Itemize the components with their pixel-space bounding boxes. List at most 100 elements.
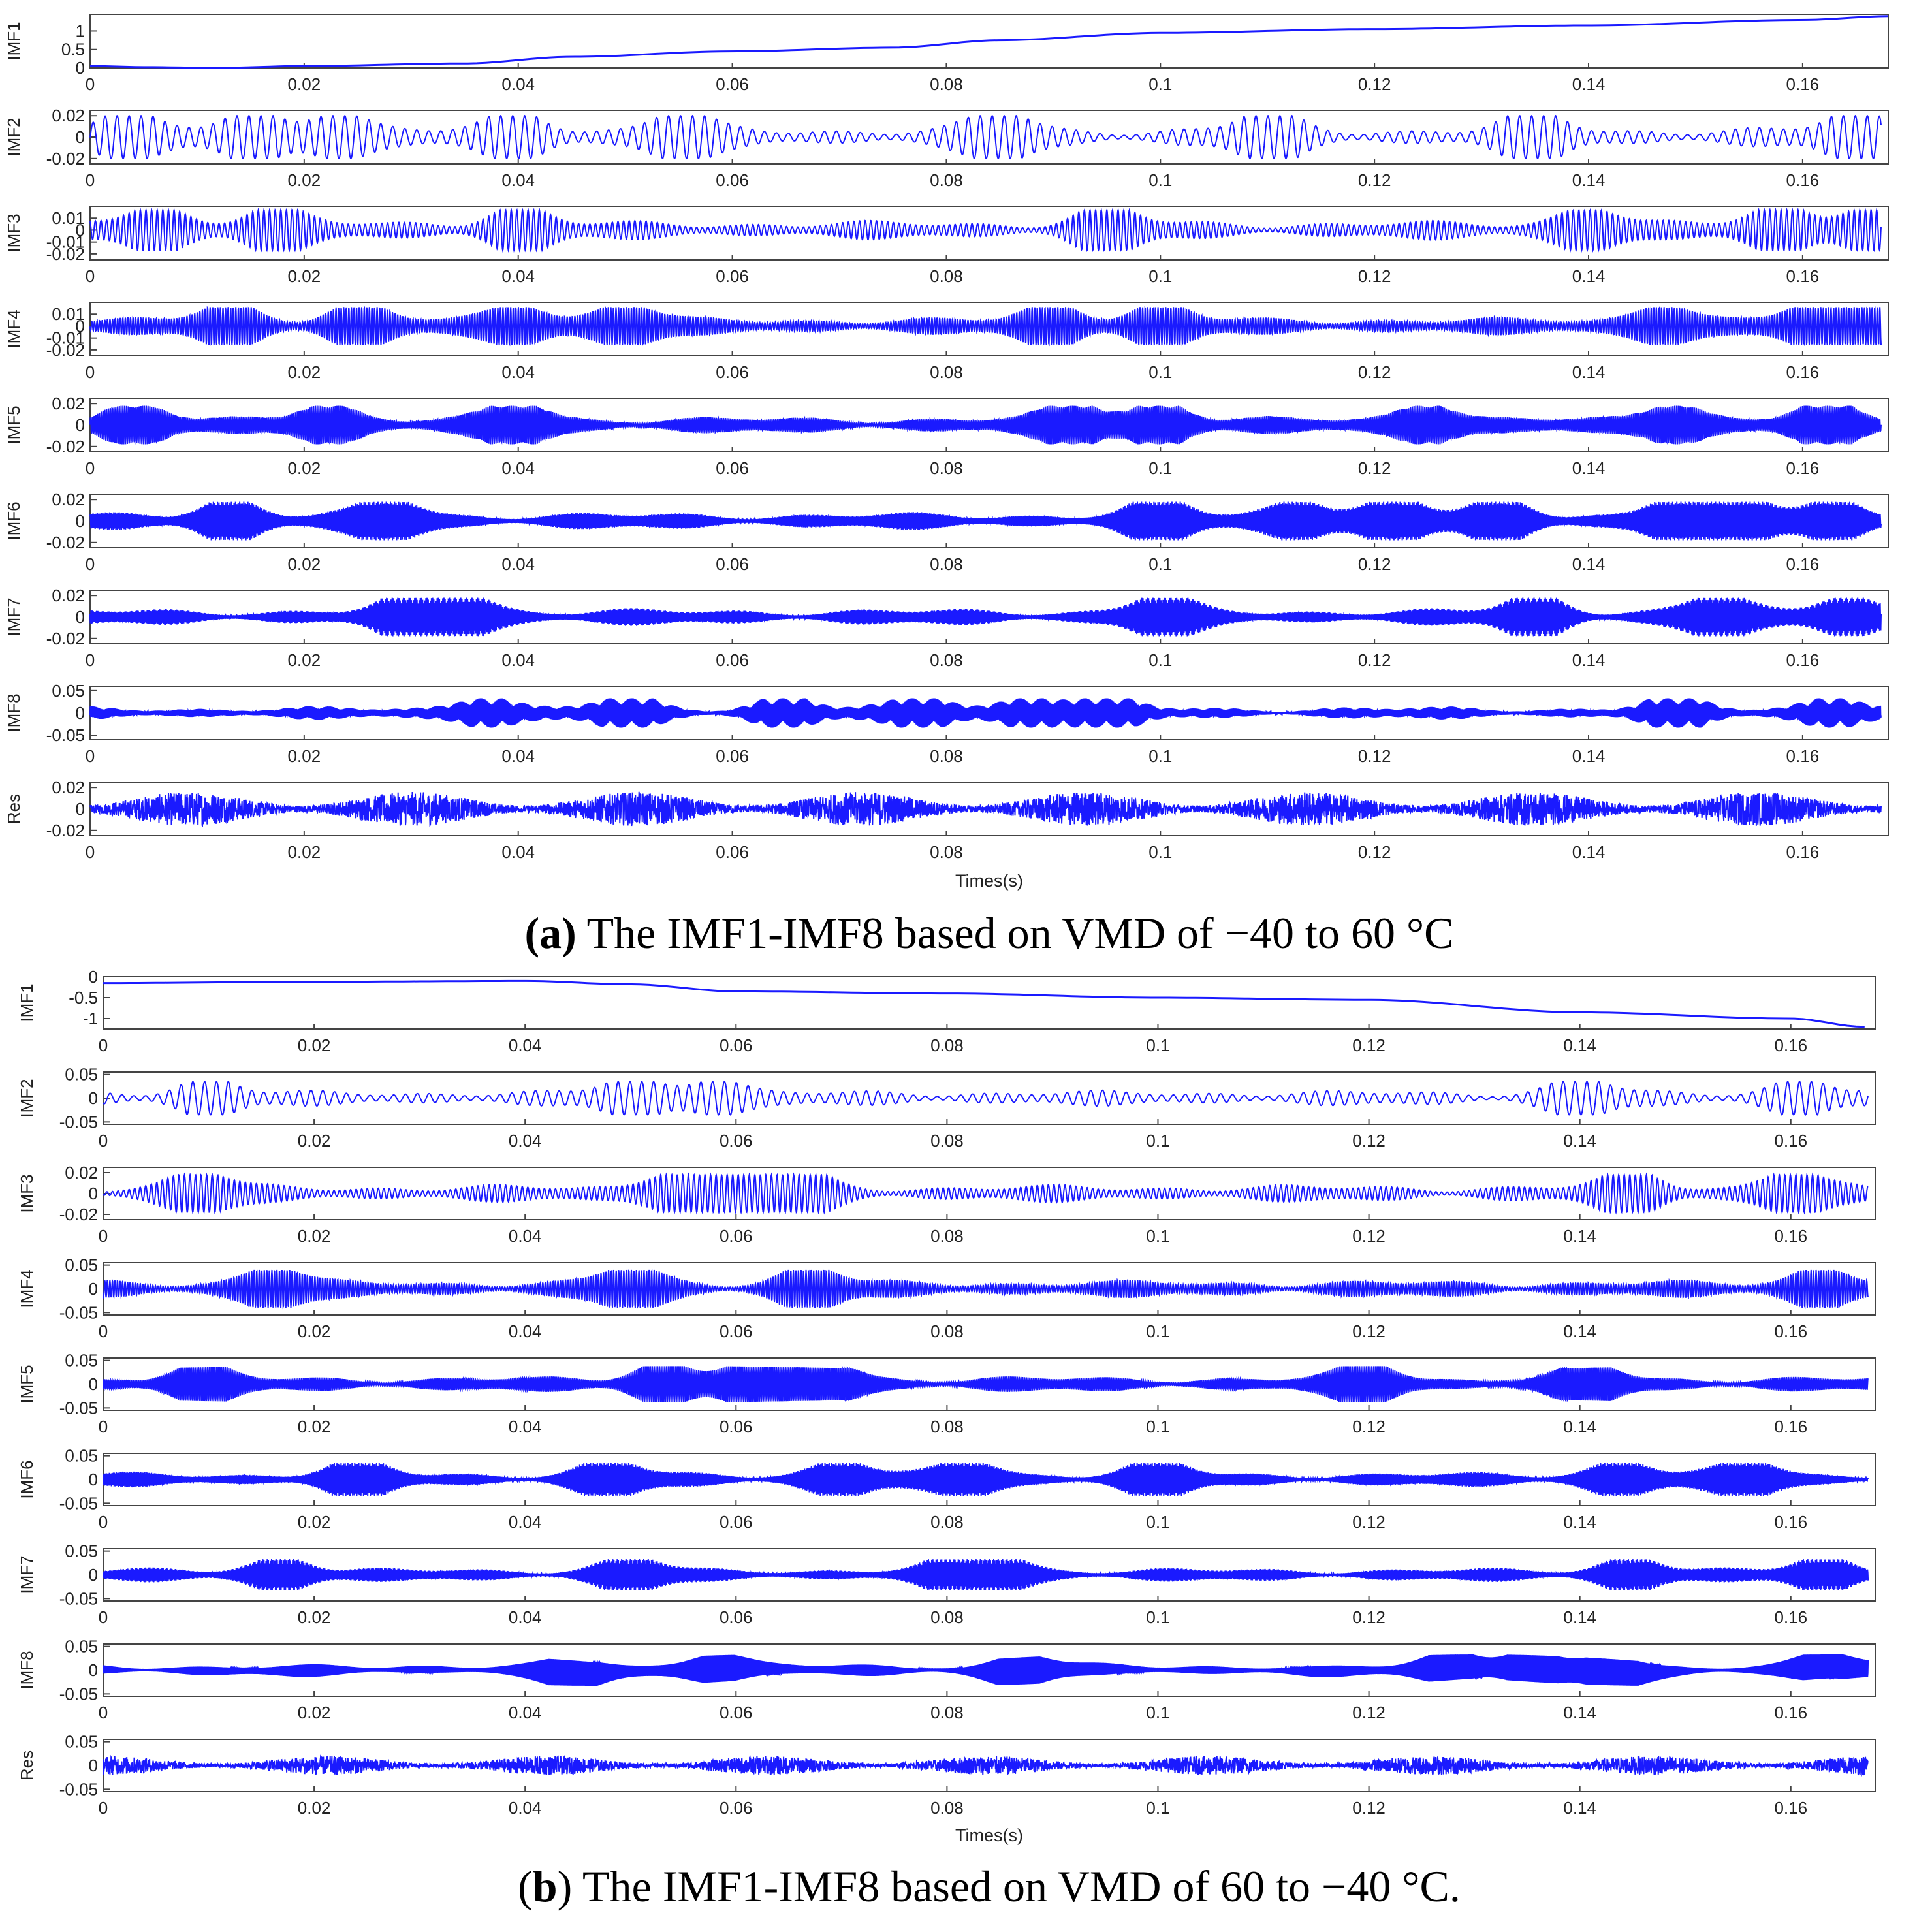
x-tick-label: 0.08 xyxy=(930,170,963,190)
y-tick-label: -0.02 xyxy=(46,244,85,264)
y-tick-label: 0.5 xyxy=(61,40,85,59)
y-axis-label: IMF3 xyxy=(4,214,24,252)
x-tick-label: 0.02 xyxy=(298,1607,331,1627)
y-axis-label: IMF6 xyxy=(4,501,24,540)
x-tick-label: 0.16 xyxy=(1786,458,1820,478)
y-tick-label: 0 xyxy=(76,415,85,435)
x-tick-label: 0.04 xyxy=(501,266,535,286)
y-tick-label: 0 xyxy=(89,1565,98,1585)
x-tick-label: 0 xyxy=(86,458,95,478)
axes-box xyxy=(103,976,1876,1030)
y-tick-label: -0.01 xyxy=(46,328,85,348)
y-tick-label: 0 xyxy=(76,127,85,147)
y-tick-label: -0.5 xyxy=(69,988,98,1007)
x-tick-label: 0.08 xyxy=(930,554,963,574)
x-tick-label: 0.12 xyxy=(1358,170,1391,190)
x-tick-label: 0.08 xyxy=(930,842,963,862)
x-tick-label: 0.04 xyxy=(501,362,535,382)
x-tick-label: 0.12 xyxy=(1352,1321,1386,1341)
y-axis-label: IMF5 xyxy=(17,1365,37,1403)
caption-text: The IMF1-IMF8 based on VMD of −40 to 60 … xyxy=(577,908,1454,958)
x-tick-label: 0.06 xyxy=(720,1798,753,1818)
x-tick-label: 0.12 xyxy=(1358,458,1391,478)
y-axis-label: IMF3 xyxy=(17,1174,37,1212)
x-tick-label: 0.16 xyxy=(1786,74,1820,94)
x-tick-label: 0.06 xyxy=(720,1512,753,1532)
series-line-imf3 xyxy=(103,1172,1869,1215)
x-tick-label: 0.08 xyxy=(930,746,963,766)
x-tick-label: 0.12 xyxy=(1358,362,1391,382)
y-tick-label: -0.05 xyxy=(59,1589,98,1608)
x-tick-label: 0 xyxy=(86,554,95,574)
x-tick-label: 0.14 xyxy=(1572,554,1606,574)
y-tick-label: 0 xyxy=(76,316,85,336)
x-tick-label: 0.14 xyxy=(1563,1226,1596,1246)
y-tick-label: 0.05 xyxy=(65,1065,98,1084)
x-tick-label: 0.08 xyxy=(930,362,963,382)
x-tick-label: 0.16 xyxy=(1774,1417,1807,1436)
x-tick-label: 0.1 xyxy=(1146,1036,1169,1055)
x-tick-label: 0.04 xyxy=(501,746,535,766)
x-tick-label: 0.16 xyxy=(1786,650,1820,670)
x-tick-label: 0.1 xyxy=(1148,266,1172,286)
y-tick-label: 0 xyxy=(76,607,85,627)
x-tick-label: 0.02 xyxy=(288,458,321,478)
x-tick-label: 0.02 xyxy=(288,170,321,190)
series-line-imf5 xyxy=(89,405,1882,445)
y-tick-label: 0 xyxy=(89,1279,98,1299)
x-tick-label: 0 xyxy=(99,1417,108,1436)
series-line-imf8 xyxy=(89,698,1882,728)
y-tick-label: 0.02 xyxy=(52,394,85,413)
y-tick-label: 0.05 xyxy=(52,681,85,701)
x-tick-label: 0.04 xyxy=(501,74,535,94)
x-tick-label: 0.08 xyxy=(930,1226,964,1246)
y-tick-label: 0.02 xyxy=(52,106,85,125)
x-tick-label: 0.14 xyxy=(1572,746,1606,766)
panel-imf1: IMF1 10.500 0.02 0.04 0.06 0.08 0.1 0.12 0.14 0.1… xyxy=(4,14,1889,94)
x-tick-label: 0 xyxy=(86,842,95,862)
x-tick-label: 0.06 xyxy=(716,842,749,862)
x-tick-label: 0.08 xyxy=(930,1036,964,1055)
x-tick-label: 0.04 xyxy=(509,1036,542,1055)
series-line-imf4 xyxy=(89,306,1882,347)
x-tick-label: 0.04 xyxy=(509,1512,542,1532)
x-tick-label: 0.12 xyxy=(1352,1131,1386,1150)
x-tick-label: 0 xyxy=(99,1798,108,1818)
x-tick-label: 0.14 xyxy=(1572,842,1606,862)
x-tick-label: 0.16 xyxy=(1786,266,1820,286)
series-line-imf5 xyxy=(103,1366,1869,1402)
x-tick-label: 0.04 xyxy=(501,650,535,670)
panel-imf4: IMF4 0.010-0.01-0.020 0.02 0.04 0.06 0.08 0.1 0… xyxy=(4,302,1889,382)
x-tick-label: 0.02 xyxy=(298,1512,331,1532)
y-tick-label: 1 xyxy=(76,21,85,40)
x-tick-label: 0.14 xyxy=(1563,1703,1596,1722)
x-tick-label: 0.14 xyxy=(1572,266,1606,286)
x-tick-label: 0.16 xyxy=(1774,1607,1807,1627)
x-tick-label: 0.16 xyxy=(1774,1798,1807,1818)
y-tick-label: -1 xyxy=(83,1009,98,1028)
y-tick-label: 0.05 xyxy=(65,1256,98,1275)
x-tick-label: 0.02 xyxy=(298,1321,331,1341)
y-tick-label: 0.05 xyxy=(65,1446,98,1466)
y-tick-label: 0 xyxy=(76,511,85,531)
y-tick-label: -0.02 xyxy=(46,149,85,168)
x-tick-label: 0.02 xyxy=(298,1703,331,1722)
x-tick-label: 0.1 xyxy=(1146,1417,1169,1436)
y-tick-label: 0.05 xyxy=(65,1542,98,1561)
x-tick-label: 0.02 xyxy=(288,266,321,286)
x-tick-label: 0.12 xyxy=(1352,1036,1386,1055)
y-tick-label: -0.01 xyxy=(46,232,85,252)
y-tick-label: 0 xyxy=(76,220,85,240)
x-tick-label: 0 xyxy=(86,362,95,382)
x-tick-label: 0 xyxy=(86,74,95,94)
x-tick-label: 0.1 xyxy=(1148,554,1172,574)
y-tick-label: 0 xyxy=(89,1470,98,1489)
